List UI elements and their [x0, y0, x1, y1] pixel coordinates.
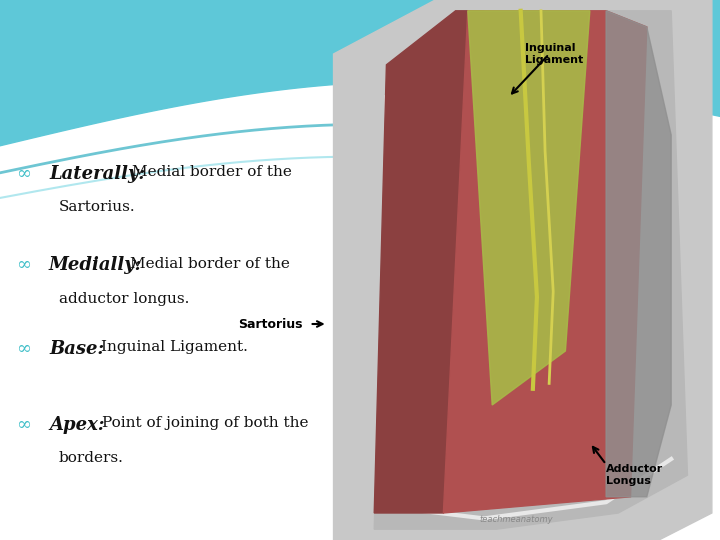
Text: Sartorius.: Sartorius.	[59, 200, 135, 214]
Text: adductor longus.: adductor longus.	[59, 292, 189, 306]
Polygon shape	[374, 11, 484, 513]
Text: ∞: ∞	[16, 416, 31, 434]
Text: Medial border of the: Medial border of the	[130, 256, 290, 271]
Polygon shape	[444, 11, 647, 513]
Text: ∞: ∞	[16, 165, 31, 183]
Polygon shape	[606, 11, 671, 497]
Text: Medial border of the: Medial border of the	[132, 165, 292, 179]
Polygon shape	[374, 11, 688, 529]
Text: ∞: ∞	[16, 340, 31, 358]
Text: Medially:: Medially:	[49, 256, 143, 274]
Text: teachmeanatomy: teachmeanatomy	[480, 515, 554, 524]
Text: Adductor
Longus: Adductor Longus	[606, 464, 663, 486]
Text: ∞: ∞	[16, 256, 31, 274]
Text: Laterally:: Laterally:	[49, 165, 145, 183]
Text: Apex:: Apex:	[49, 416, 104, 434]
Polygon shape	[333, 0, 712, 540]
Text: borders.: borders.	[59, 451, 124, 465]
Text: Inguinal
Ligament: Inguinal Ligament	[525, 43, 583, 65]
Text: Point of joining of both the: Point of joining of both the	[102, 416, 308, 430]
Polygon shape	[468, 11, 590, 405]
Text: Base:: Base:	[49, 340, 104, 358]
Polygon shape	[0, 0, 720, 146]
Text: Inguinal Ligament.: Inguinal Ligament.	[101, 340, 248, 354]
Text: Sartorius: Sartorius	[238, 318, 302, 330]
